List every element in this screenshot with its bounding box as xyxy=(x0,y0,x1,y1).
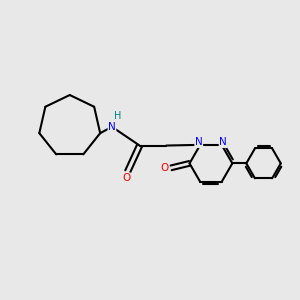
Text: N: N xyxy=(219,137,227,148)
Text: N: N xyxy=(195,137,202,148)
Text: H: H xyxy=(114,111,121,122)
Text: O: O xyxy=(160,163,169,173)
Text: N: N xyxy=(108,122,116,132)
Text: O: O xyxy=(122,173,130,183)
